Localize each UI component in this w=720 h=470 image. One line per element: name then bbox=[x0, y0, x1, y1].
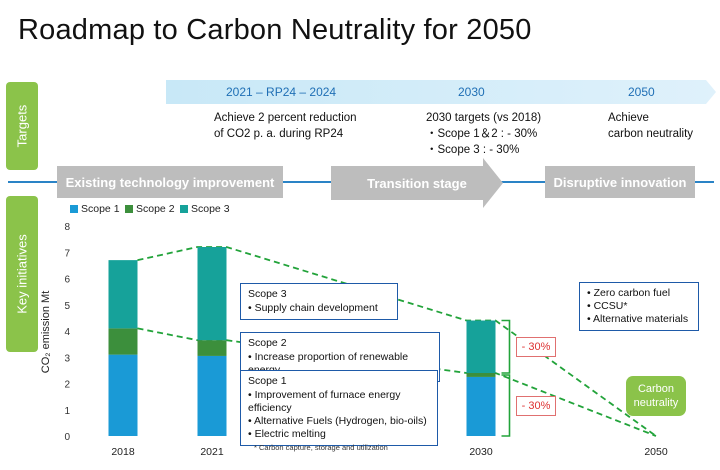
legend-label-scope3: Scope 3 bbox=[191, 203, 230, 215]
callout-scope1-item1: • Improvement of furnace energy efficien… bbox=[248, 389, 401, 414]
key-initiatives-tab: Key initiatives bbox=[6, 196, 38, 352]
y-tick-label: 5 bbox=[64, 301, 70, 312]
target-2050: Achieve carbon neutrality bbox=[608, 110, 693, 142]
callout-scope1-item2: • Alternative Fuels (Hydrogen, bio-oils) bbox=[248, 415, 427, 427]
stage-transition: Transition stage bbox=[331, 158, 503, 208]
y-tick-label: 8 bbox=[64, 222, 70, 233]
legend-swatch-scope1 bbox=[70, 205, 78, 213]
target-2050-line1: Achieve bbox=[608, 112, 649, 124]
target-2030-line1: 2030 targets (vs 2018) bbox=[426, 112, 542, 124]
callout-scope2-head: Scope 2 bbox=[248, 337, 287, 349]
timeline-label-2050: 2050 bbox=[628, 85, 655, 99]
y-axis-label: CO₂ emission Mt bbox=[40, 291, 52, 374]
bar-segment bbox=[197, 247, 227, 341]
callout-scope1-head: Scope 1 bbox=[248, 375, 287, 387]
legend-label-scope1: Scope 1 bbox=[81, 203, 120, 215]
stage-disruptive-innovation: Disruptive innovation bbox=[545, 166, 695, 198]
target-2030-line3: ・Scope 3 : - 30% bbox=[426, 144, 520, 156]
x-tick-label: 2030 bbox=[469, 446, 493, 458]
legend-label-scope2: Scope 2 bbox=[136, 203, 175, 215]
y-tick-label: 1 bbox=[64, 406, 70, 417]
x-tick-label: 2018 bbox=[111, 446, 135, 458]
timeline-band bbox=[166, 80, 716, 104]
legend-scope1: Scope 1 bbox=[70, 203, 120, 215]
legend-swatch-scope3 bbox=[180, 205, 188, 213]
callout-disruptive: • Zero carbon fuel • CCSU* • Alternative… bbox=[579, 282, 699, 331]
callout-scope1-item3: • Electric melting bbox=[248, 428, 326, 440]
y-tick-label: 6 bbox=[64, 275, 70, 286]
bracket-scope3 bbox=[501, 319, 511, 374]
callout-scope1: Scope 1 • Improvement of furnace energy … bbox=[240, 370, 438, 446]
reduction-scope3-badge: - 30% bbox=[516, 337, 556, 357]
y-tick-label: 4 bbox=[64, 327, 70, 338]
y-tick-label: 3 bbox=[64, 353, 70, 364]
bar-segment bbox=[197, 340, 227, 356]
callout-scope3: Scope 3 • Supply chain development bbox=[240, 283, 398, 320]
legend-swatch-scope2 bbox=[125, 205, 133, 213]
footnote: * Carbon capture, storage and utilizatio… bbox=[254, 443, 388, 452]
callout-disruptive-item3: • Alternative materials bbox=[587, 313, 689, 325]
bracket-scope12 bbox=[501, 374, 511, 437]
carbon-neutrality-line2: neutrality bbox=[633, 397, 679, 409]
bar-segment bbox=[466, 376, 496, 436]
callout-scope3-head: Scope 3 bbox=[248, 288, 287, 300]
target-2030: 2030 targets (vs 2018) ・Scope 1＆2 : - 30… bbox=[426, 110, 541, 158]
y-tick-label: 7 bbox=[64, 248, 70, 259]
target-rp24-line2: of CO2 p. a. during RP24 bbox=[214, 128, 344, 140]
carbon-neutrality-line1: Carbon bbox=[637, 383, 675, 395]
callout-disruptive-item1: • Zero carbon fuel bbox=[587, 287, 671, 299]
reduction-scope12-badge: - 30% bbox=[516, 396, 556, 416]
bar-segment bbox=[466, 320, 496, 373]
stage-existing-technology: Existing technology improvement bbox=[57, 166, 283, 198]
x-tick-label: 2021 bbox=[200, 446, 224, 458]
callout-disruptive-item2: • CCSU* bbox=[587, 300, 628, 312]
targets-tab: Targets bbox=[6, 82, 38, 170]
carbon-neutrality-badge: Carbon neutrality bbox=[626, 376, 686, 416]
page-title: Roadmap to Carbon Neutrality for 2050 bbox=[18, 14, 532, 46]
y-tick-label: 0 bbox=[64, 432, 70, 443]
bar-segment bbox=[108, 260, 138, 329]
x-tick-label: 2050 bbox=[644, 446, 668, 458]
y-tick-label: 2 bbox=[64, 380, 70, 391]
target-rp24: Achieve 2 percent reduction of CO2 p. a.… bbox=[214, 110, 357, 142]
timeline-label-2030: 2030 bbox=[458, 85, 485, 99]
bar-segment bbox=[108, 354, 138, 436]
legend-scope2: Scope 2 bbox=[125, 203, 175, 215]
callout-scope3-item: • Supply chain development bbox=[248, 302, 378, 314]
bar-segment bbox=[108, 328, 138, 355]
target-2030-line2: ・Scope 1＆2 : - 30% bbox=[426, 128, 538, 140]
legend-scope3: Scope 3 bbox=[180, 203, 230, 215]
bar-segment bbox=[466, 373, 496, 377]
target-rp24-line1: Achieve 2 percent reduction bbox=[214, 112, 357, 124]
bar-segment bbox=[197, 355, 227, 436]
timeline-label-2021-2024: 2021 – RP24 – 2024 bbox=[226, 85, 337, 99]
target-2050-line2: carbon neutrality bbox=[608, 128, 694, 140]
